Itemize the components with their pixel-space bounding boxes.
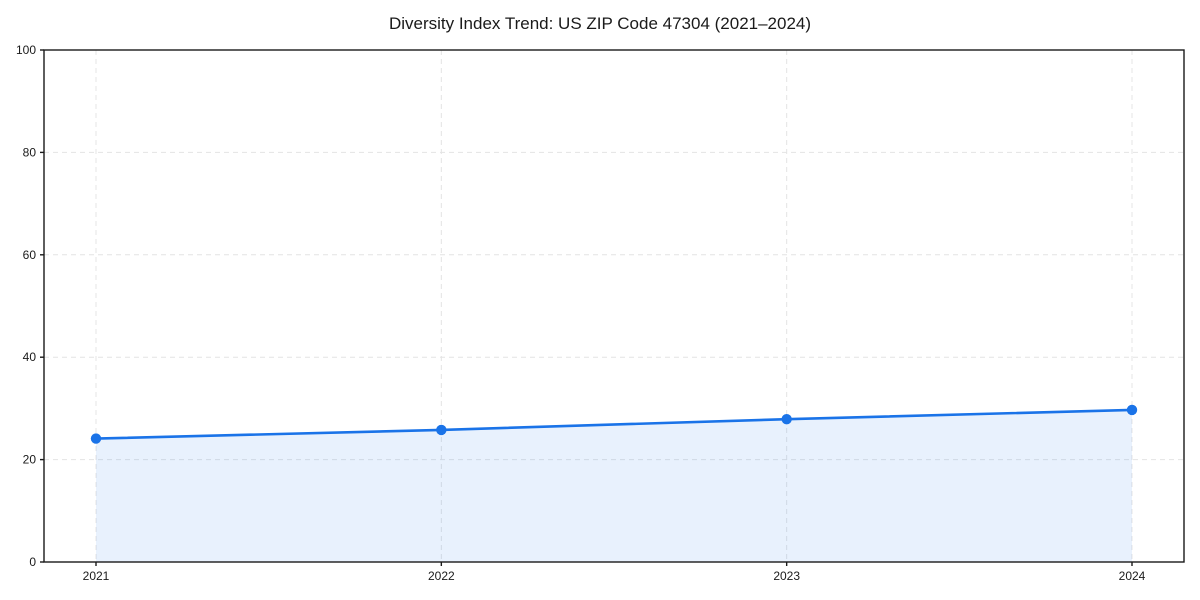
data-point-marker	[1126, 404, 1138, 416]
plot-border	[43, 49, 1185, 563]
chart-title: Diversity Index Trend: US ZIP Code 47304…	[388, 14, 812, 33]
x-axis-tick-label: 2021	[83, 569, 110, 583]
y-axis-tick-label: 40	[23, 350, 37, 364]
data-point-marker	[781, 413, 792, 425]
x-axis-tick-label: 2023	[773, 569, 800, 583]
y-axis-tick-label: 60	[23, 248, 37, 262]
y-axis-tick-label: 20	[23, 453, 37, 467]
y-axis-tick-label: 80	[23, 145, 37, 159]
x-axis-tick-label: 2024	[1119, 569, 1146, 583]
trend-line	[94, 408, 1134, 440]
y-axis-tick-label: 100	[16, 43, 36, 57]
y-axis-tick-label: 0	[29, 555, 36, 569]
data-point-marker	[90, 433, 102, 444]
data-point-marker	[436, 424, 447, 436]
x-axis-tick-label: 2022	[428, 569, 455, 583]
area-fill	[96, 409, 1132, 562]
